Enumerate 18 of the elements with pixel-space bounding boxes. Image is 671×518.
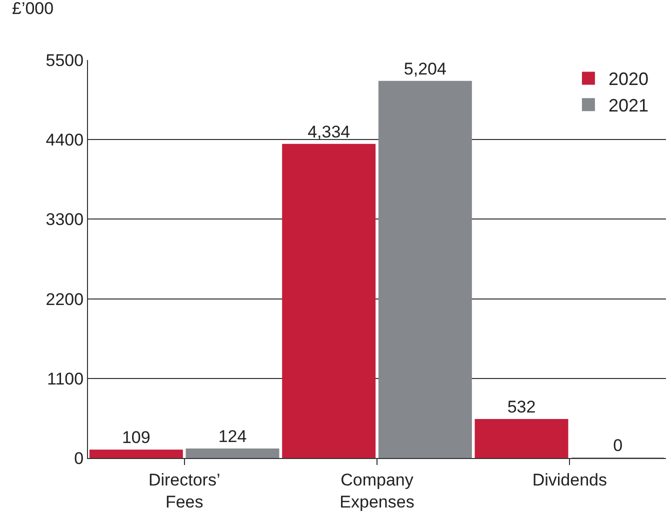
x-tick-label: Dividends <box>532 470 607 490</box>
y-tick-label: 0 <box>74 448 84 468</box>
x-tick-label: Directors’ Fees <box>148 470 220 512</box>
data-label: 0 <box>613 436 623 455</box>
y-tick-label: 3300 <box>46 210 84 230</box>
x-tick-label: Company Expenses <box>340 470 414 512</box>
y-tick-label: 5500 <box>46 50 84 70</box>
data-label: 532 <box>507 398 536 416</box>
data-label: 5,204 <box>404 59 446 78</box>
y-tick-label: 4400 <box>46 130 84 150</box>
legend-label: 2020 <box>608 69 648 90</box>
data-label: 109 <box>122 428 150 448</box>
y-tick-label: 2200 <box>46 290 84 309</box>
y-tick-label: 1100 <box>47 369 84 388</box>
legend-label: 2021 <box>608 96 648 116</box>
y-axis-title: £’000 <box>12 0 54 18</box>
data-label: 124 <box>218 427 247 446</box>
data-label: 4,334 <box>308 122 350 142</box>
